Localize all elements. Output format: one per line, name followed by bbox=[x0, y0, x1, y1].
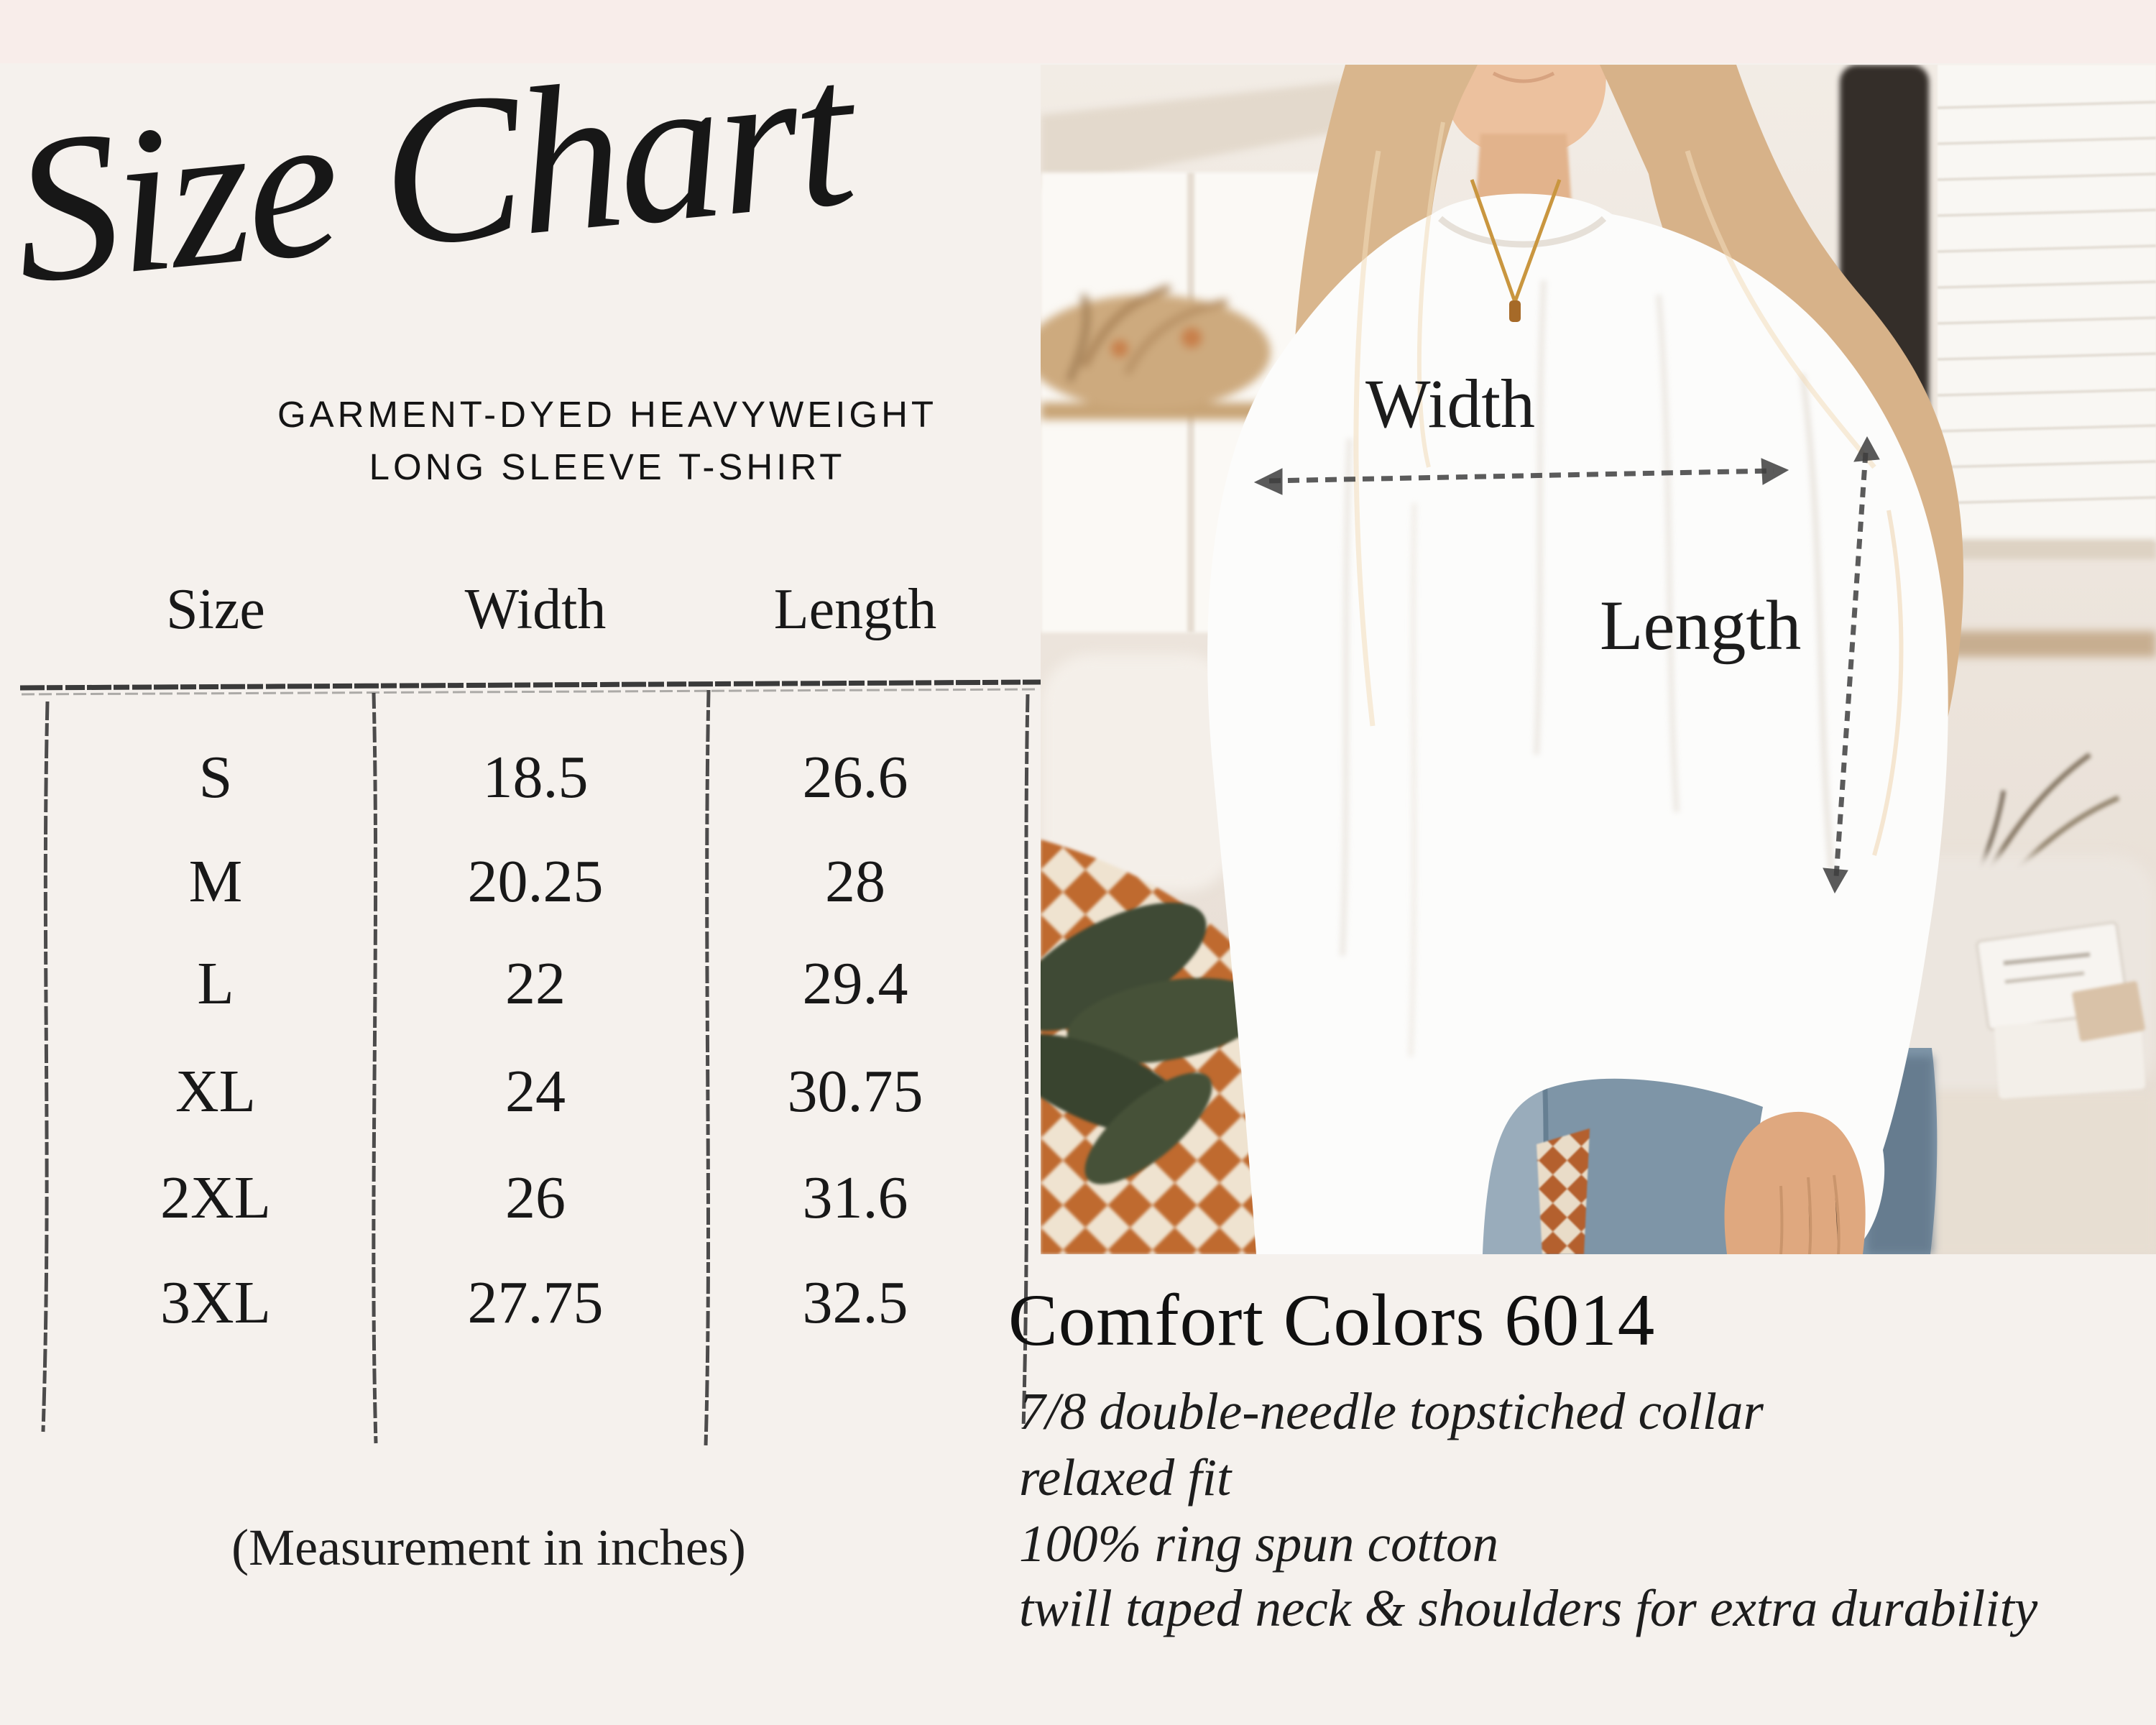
measurement-note: (Measurement in inches) bbox=[231, 1519, 746, 1576]
width-value: 18.5 bbox=[482, 744, 589, 811]
photo-illustration bbox=[1041, 65, 2156, 1254]
size-value: S bbox=[198, 744, 233, 811]
length-value: 31.6 bbox=[802, 1164, 908, 1231]
length-value: 29.4 bbox=[802, 950, 908, 1017]
table-row: S 18.5 26.6 bbox=[0, 742, 1041, 814]
length-arrow bbox=[1823, 436, 1880, 894]
shirt-folds bbox=[1340, 280, 1834, 1057]
length-value: 32.5 bbox=[802, 1269, 908, 1336]
column-header-length: Length bbox=[773, 578, 937, 641]
finger-lines bbox=[1779, 1174, 1841, 1254]
hand bbox=[1724, 1111, 1866, 1254]
necklace bbox=[1470, 179, 1562, 322]
table-row: XL 24 30.75 bbox=[0, 1057, 1041, 1128]
dried-flowers-shelf bbox=[1041, 284, 1289, 420]
size-value: 3XL bbox=[160, 1269, 271, 1336]
hair-highlights bbox=[1353, 121, 1904, 856]
length-value: 26.6 bbox=[802, 744, 908, 811]
width-value: 26 bbox=[505, 1164, 566, 1231]
table-row: M 20.25 28 bbox=[0, 847, 1041, 919]
size-table-header-row: Size Width Length bbox=[0, 577, 1041, 649]
pillow-left bbox=[1041, 654, 1235, 891]
length-value: 28 bbox=[825, 848, 885, 915]
subtitle: GARMENT-DYED HEAVYWEIGHT LONG SLEEVE T-S… bbox=[176, 388, 1038, 493]
subtitle-line-2: LONG SLEEVE T-SHIRT bbox=[369, 446, 846, 487]
size-value: L bbox=[197, 950, 234, 1017]
table-row: L 22 29.4 bbox=[0, 949, 1041, 1021]
column-header-width: Width bbox=[464, 578, 607, 641]
length-diagram-label: Length bbox=[1600, 586, 1802, 665]
column-header-size: Size bbox=[166, 578, 265, 641]
page-title: Size Chart bbox=[4, 16, 860, 328]
table-row: 2XL 26 31.6 bbox=[0, 1163, 1041, 1235]
size-value: XL bbox=[175, 1058, 256, 1125]
collar-line bbox=[1438, 216, 1607, 248]
width-arrow bbox=[1253, 458, 1789, 495]
width-diagram-label: Width bbox=[1365, 365, 1536, 442]
width-value: 24 bbox=[505, 1058, 566, 1125]
fiddle-leaf-plant bbox=[1041, 902, 1266, 1184]
product-feature: 100% ring spun cotton bbox=[1019, 1514, 1499, 1573]
size-table: Size Width Length S 18.5 26.6 M 20.25 28… bbox=[0, 553, 1041, 1358]
width-value: 20.25 bbox=[467, 848, 604, 915]
size-value: 2XL bbox=[160, 1164, 271, 1231]
length-value: 30.75 bbox=[787, 1058, 923, 1125]
top-accent-band bbox=[0, 0, 2156, 63]
model-photo: Width Length bbox=[1041, 65, 2156, 1254]
product-feature: relaxed fit bbox=[1019, 1448, 1232, 1506]
width-value: 22 bbox=[505, 950, 566, 1017]
product-name: Comfort Colors 6014 bbox=[1008, 1279, 1656, 1361]
product-feature: twill taped neck & shoulders for extra d… bbox=[1019, 1579, 2038, 1637]
magazines bbox=[1976, 921, 2145, 1099]
product-feature: 7/8 double-needle topstiched collar bbox=[1019, 1382, 1764, 1440]
table-row: 3XL 27.75 32.5 bbox=[0, 1268, 1041, 1340]
blanket-between-legs bbox=[1537, 1128, 1590, 1254]
size-value: M bbox=[188, 848, 243, 915]
subtitle-line-1: GARMENT-DYED HEAVYWEIGHT bbox=[277, 394, 938, 435]
width-value: 27.75 bbox=[467, 1269, 604, 1336]
